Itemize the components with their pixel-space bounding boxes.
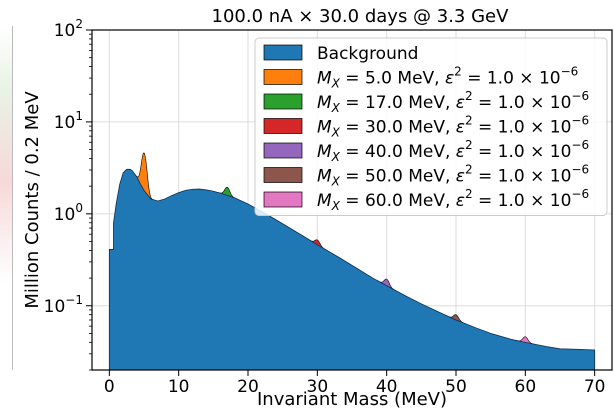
adjacent-panel-fragment (0, 26, 13, 370)
y-tick-label: 102 (54, 17, 83, 41)
legend-label: MX = 40.0 MeV, ε2 = 1.0 × 10−6 (317, 138, 589, 164)
y-tick-label: 101 (54, 109, 83, 133)
legend-label: MX = 30.0 MeV, ε2 = 1.0 × 10−6 (317, 114, 589, 140)
x-tick-label: 10 (168, 377, 190, 397)
legend-swatch (264, 143, 302, 158)
legend-swatch (264, 70, 302, 85)
legend-label: Background (317, 44, 418, 64)
legend-swatch (264, 94, 302, 109)
legend-label: MX = 60.0 MeV, ε2 = 1.0 × 10−6 (317, 187, 589, 213)
y-tick-label: 100 (54, 201, 83, 225)
y-tick-label: 10−1 (44, 293, 83, 317)
x-tick-label: 20 (237, 377, 259, 397)
legend-swatch (264, 168, 302, 183)
chart-title: 100.0 nA × 30.0 days @ 3.3 GeV (212, 6, 510, 27)
legend-swatch (264, 119, 302, 134)
y-axis-label: Million Counts / 0.2 MeV (22, 91, 43, 309)
x-axis-label: Invariant Mass (MeV) (257, 389, 447, 410)
x-tick-label: 50 (445, 377, 467, 397)
x-tick-label: 60 (515, 377, 537, 397)
legend-swatch (264, 192, 302, 207)
legend-label: MX = 17.0 MeV, ε2 = 1.0 × 10−6 (317, 89, 589, 115)
legend-swatch (264, 45, 302, 60)
x-tick-label: 70 (584, 377, 606, 397)
legend-label: MX = 5.0 MeV, ε2 = 1.0 × 10−6 (317, 65, 578, 91)
legend-label: MX = 50.0 MeV, ε2 = 1.0 × 10−6 (317, 163, 589, 189)
x-tick-label: 0 (104, 377, 115, 397)
